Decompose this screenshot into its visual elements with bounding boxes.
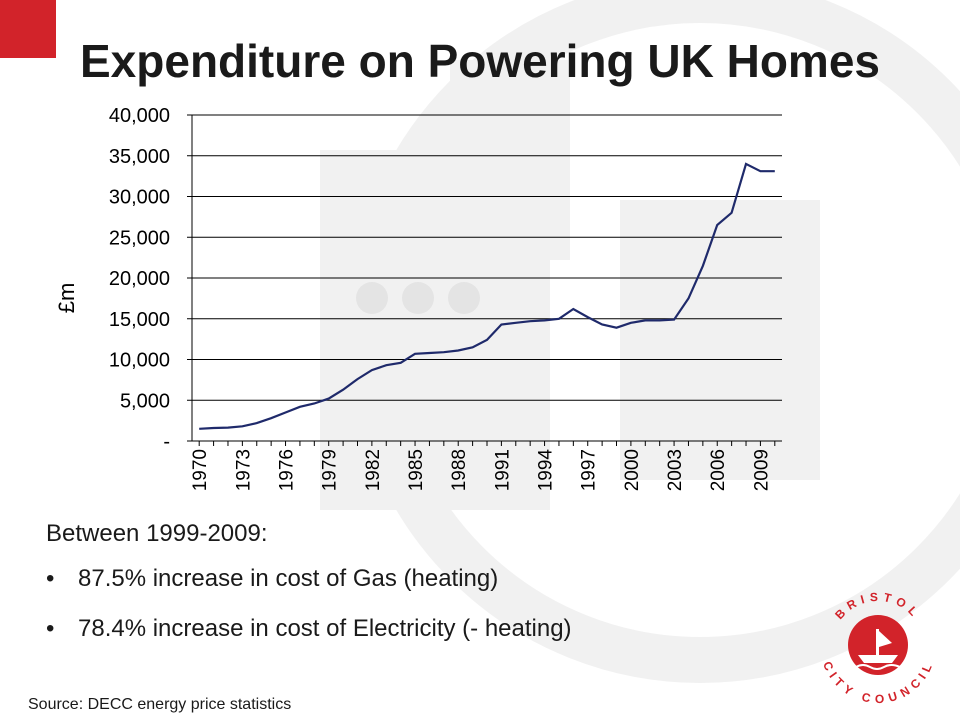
y-axis-ticks: - 5,000 10,000 15,000 20,000 25,000 30,000 35,0… xyxy=(109,105,192,453)
series-line xyxy=(199,162,775,430)
x-tick-label: 1970 xyxy=(190,449,211,491)
x-tick-label: 1991 xyxy=(492,449,513,491)
x-tick-label: 1979 xyxy=(320,449,341,491)
x-tick-label: 1994 xyxy=(536,449,557,492)
x-tick-label: 1973 xyxy=(233,449,254,491)
y-tick-label: - xyxy=(163,431,170,453)
bullet-dot-icon: • xyxy=(46,565,55,592)
expenditure-line-chart: - 5,000 10,000 15,000 20,000 25,000 30,000 35,0… xyxy=(54,105,782,492)
bullet-electricity: • 78.4% increase in cost of Electricity (… xyxy=(46,615,572,665)
y-tick-label: 5,000 xyxy=(120,390,170,412)
bristol-city-council-logo: BRISTOL CITY COUNCIL xyxy=(820,590,933,705)
y-tick-label: 30,000 xyxy=(109,187,170,209)
bullet-dot-icon: • xyxy=(46,615,55,642)
x-tick-label: 2000 xyxy=(622,449,643,491)
y-tick-label: 10,000 xyxy=(109,350,170,372)
y-tick-label: 15,000 xyxy=(109,309,170,331)
x-tick-label: 1997 xyxy=(579,449,600,491)
summary-list: • 87.5% increase in cost of Gas (heating)… xyxy=(46,565,572,665)
accent-block xyxy=(0,0,56,58)
x-axis-ticks: 1970 1973 1976 1979 1982 1985 1988 1991 1994 1997… xyxy=(190,441,776,492)
bullet-text: 78.4% increase in cost of Electricity (-… xyxy=(78,615,572,642)
y-axis-label: £m xyxy=(54,283,79,314)
x-tick-label: 2003 xyxy=(665,449,686,491)
x-tick-label: 2006 xyxy=(708,449,729,491)
y-tick-label: 20,000 xyxy=(109,268,170,290)
bullet-text: 87.5% increase in cost of Gas (heating) xyxy=(78,565,499,592)
source-note: Source: DECC energy price statistics xyxy=(28,696,292,713)
y-tick-label: 25,000 xyxy=(109,227,170,249)
x-tick-label: 1976 xyxy=(277,449,298,491)
y-tick-label: 40,000 xyxy=(109,105,170,127)
x-tick-label: 1982 xyxy=(363,449,384,491)
summary-heading: Between 1999-2009: xyxy=(46,520,268,547)
x-tick-label: 1985 xyxy=(406,449,427,491)
y-tick-label: 35,000 xyxy=(109,146,170,168)
slide-title: Expenditure on Powering UK Homes xyxy=(80,35,880,87)
chart-gridlines xyxy=(191,114,782,442)
x-tick-label: 2009 xyxy=(751,449,772,491)
x-tick-label: 1988 xyxy=(449,449,470,491)
bullet-gas: • 87.5% increase in cost of Gas (heating) xyxy=(46,565,572,615)
